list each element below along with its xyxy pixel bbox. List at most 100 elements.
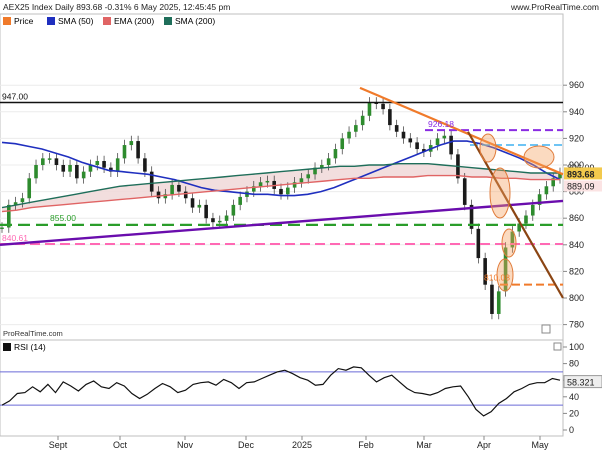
annotation-ellipse — [496, 258, 514, 292]
sma200-line — [1, 163, 560, 209]
price-bar — [81, 171, 86, 179]
legend-sma50-label: SMA (50) — [58, 16, 94, 26]
legend-sma200-swatch — [164, 17, 172, 25]
price-bar — [27, 178, 32, 199]
price-bar — [211, 218, 215, 223]
price-bar — [75, 165, 79, 179]
price-bar — [129, 141, 134, 146]
legend-ema200-label: EMA (200) — [114, 16, 154, 26]
y-tick-label: 800 — [569, 293, 584, 303]
rsi-label: RSI (14) — [14, 342, 46, 352]
y-tick-label: 940 — [569, 107, 584, 117]
rsi-tick-label: 0 — [569, 425, 574, 435]
price-bar — [490, 284, 494, 314]
price-bar — [68, 165, 72, 172]
main-plot: 947.00 926.18 855.00 840.61 810.08 — [0, 84, 564, 326]
legend: Price SMA (50) EMA (200) SMA (200) — [3, 16, 215, 26]
price-bar — [54, 158, 59, 165]
price-bar — [190, 198, 195, 208]
price-bar — [13, 202, 18, 205]
price-bar — [102, 161, 106, 168]
brand-link[interactable]: www.ProRealTime.com — [510, 2, 599, 12]
x-tick-label: Dec — [238, 440, 255, 450]
price-bar — [408, 138, 413, 143]
rsi-plot: 02040608010058.321 — [0, 342, 602, 435]
price-bar — [143, 158, 147, 172]
price-bar — [115, 158, 120, 172]
price-bar — [483, 258, 487, 285]
price-bar — [340, 138, 345, 150]
price-bar — [388, 109, 392, 126]
price-bar — [149, 171, 154, 192]
price-bar — [41, 158, 45, 165]
rsi-tick-label: 20 — [569, 408, 579, 418]
y-tick-label: 840 — [569, 240, 584, 250]
watermark: ProRealTime.com — [3, 329, 63, 338]
price-bar — [265, 180, 270, 183]
annotation-ellipse — [489, 167, 511, 219]
price-bar — [20, 198, 25, 203]
price-bar — [435, 138, 440, 146]
price-bar — [462, 178, 467, 205]
price-bar — [551, 178, 555, 187]
price-bar — [292, 182, 297, 188]
rsi-current-box — [563, 375, 602, 389]
label-855: 855.00 — [50, 213, 76, 223]
price-bar — [136, 141, 140, 159]
price-bar — [109, 167, 113, 172]
y-tick-label: 780 — [569, 320, 584, 330]
price-bar — [354, 125, 358, 132]
price-bar — [469, 204, 474, 229]
price-axis: 780800820840860880900920940960896.09893.… — [563, 80, 602, 330]
price-bar — [530, 204, 535, 216]
current-price-box — [564, 167, 602, 180]
price-bar — [517, 223, 521, 232]
x-tick-label: Feb — [358, 440, 374, 450]
rsi-zoom-icon[interactable] — [553, 342, 562, 351]
rsi-tick-label: 100 — [569, 342, 584, 352]
price-bar — [333, 149, 338, 159]
price-bar — [394, 125, 399, 132]
current-price-label: 893.68 — [567, 169, 595, 179]
price-bar — [326, 158, 331, 165]
label-947: 947.00 — [2, 91, 28, 101]
price-bar — [61, 165, 66, 172]
price-bar — [88, 165, 93, 172]
legend-sma200-label: SMA (200) — [175, 16, 215, 26]
price-bar — [170, 184, 174, 195]
x-tick-label: Mar — [416, 440, 432, 450]
y-tick-label: 900 — [569, 160, 584, 170]
rsi-swatch — [3, 343, 11, 351]
chart-title: AEX25 Index Daily 893.68 -0.31% 6 May 20… — [3, 2, 230, 12]
ema200-line — [1, 174, 560, 213]
annotation-ellipse — [523, 145, 555, 169]
price-bar — [476, 228, 481, 259]
x-tick-label: Oct — [113, 440, 128, 450]
legend-sma50-swatch — [47, 17, 55, 25]
sma50-line — [1, 140, 561, 197]
price-bar — [558, 172, 562, 179]
price-bar — [258, 182, 263, 187]
uptrend-line — [0, 199, 564, 246]
ema-price-box — [564, 180, 602, 192]
price-bar — [360, 115, 365, 126]
price-bar — [537, 194, 542, 205]
rsi-tick-label: 40 — [569, 392, 579, 402]
x-tick-label: Nov — [177, 440, 194, 450]
rsi-panel-frame — [0, 339, 564, 437]
zoom-icon[interactable] — [541, 324, 551, 334]
y-tick-label: 880 — [569, 187, 584, 197]
price-bar — [156, 191, 161, 199]
legend-price-label: Price — [14, 16, 34, 26]
legend-price-swatch — [3, 17, 11, 25]
price-bar — [510, 231, 515, 248]
label-810: 810.08 — [484, 273, 510, 283]
price-bar — [503, 247, 508, 292]
price-bar — [422, 149, 426, 152]
annotation-ellipse — [479, 133, 497, 163]
x-tick-label: Sept — [49, 440, 68, 450]
y-tick-label: 860 — [569, 213, 584, 223]
price-bar — [313, 167, 317, 175]
price-bar — [163, 194, 168, 199]
price-bar — [7, 204, 11, 228]
